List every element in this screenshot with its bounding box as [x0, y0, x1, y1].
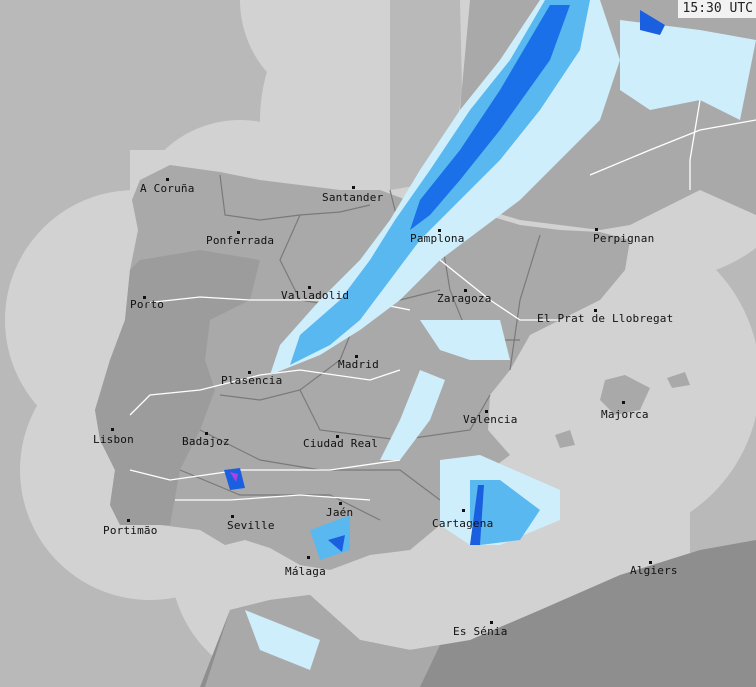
city-marker	[462, 509, 465, 512]
city-marker	[464, 289, 467, 292]
city-label: Ciudad Real	[303, 437, 379, 450]
city-label: Valencia	[463, 413, 518, 426]
city-label: Majorca	[601, 408, 649, 421]
city-marker	[595, 228, 598, 231]
city-label: Málaga	[285, 565, 326, 578]
city-marker	[143, 296, 146, 299]
city-label: Santander	[322, 191, 384, 204]
city-label: Zaragoza	[437, 292, 492, 305]
city-marker	[237, 231, 240, 234]
city-label: Seville	[227, 519, 275, 532]
land-menorca	[555, 430, 575, 448]
city-label: Ponferrada	[206, 234, 275, 247]
city-label: Cartagena	[432, 517, 494, 530]
city-label: Plasencia	[221, 374, 283, 387]
city-marker	[127, 519, 130, 522]
city-marker	[231, 515, 234, 518]
precipitation-echoes	[224, 0, 756, 670]
land-portugal	[95, 250, 260, 525]
city-marker	[355, 355, 358, 358]
land-majorca	[600, 375, 650, 415]
city-label: El Prat de Llobregat	[537, 312, 674, 325]
city-marker	[339, 502, 342, 505]
city-label: Porto	[130, 298, 165, 311]
city-marker	[248, 371, 251, 374]
city-marker	[649, 561, 652, 564]
city-marker	[308, 286, 311, 289]
city-marker	[205, 432, 208, 435]
timestamp-label: 15:30 UTC	[677, 0, 756, 18]
city-marker	[594, 309, 597, 312]
city-label: A Coruña	[140, 182, 195, 195]
city-marker	[166, 178, 169, 181]
city-marker	[622, 401, 625, 404]
city-label: Es Sénia	[453, 625, 508, 638]
city-label: Madrid	[338, 358, 379, 371]
city-marker	[485, 410, 488, 413]
city-label: Badajoz	[182, 435, 230, 448]
land-menorca-east	[667, 372, 690, 388]
city-marker	[490, 621, 493, 624]
city-label: Algiers	[630, 564, 678, 577]
city-marker	[111, 428, 114, 431]
city-label: Pamplona	[410, 232, 465, 245]
city-label: Lisbon	[93, 433, 134, 446]
city-marker	[352, 186, 355, 189]
city-marker	[307, 556, 310, 559]
city-marker	[438, 229, 441, 232]
city-label: Valladolid	[281, 289, 350, 302]
city-marker	[336, 435, 339, 438]
city-label: Jaén	[326, 506, 354, 519]
city-label: Perpignan	[593, 232, 655, 245]
city-label: Portimão	[103, 524, 158, 537]
